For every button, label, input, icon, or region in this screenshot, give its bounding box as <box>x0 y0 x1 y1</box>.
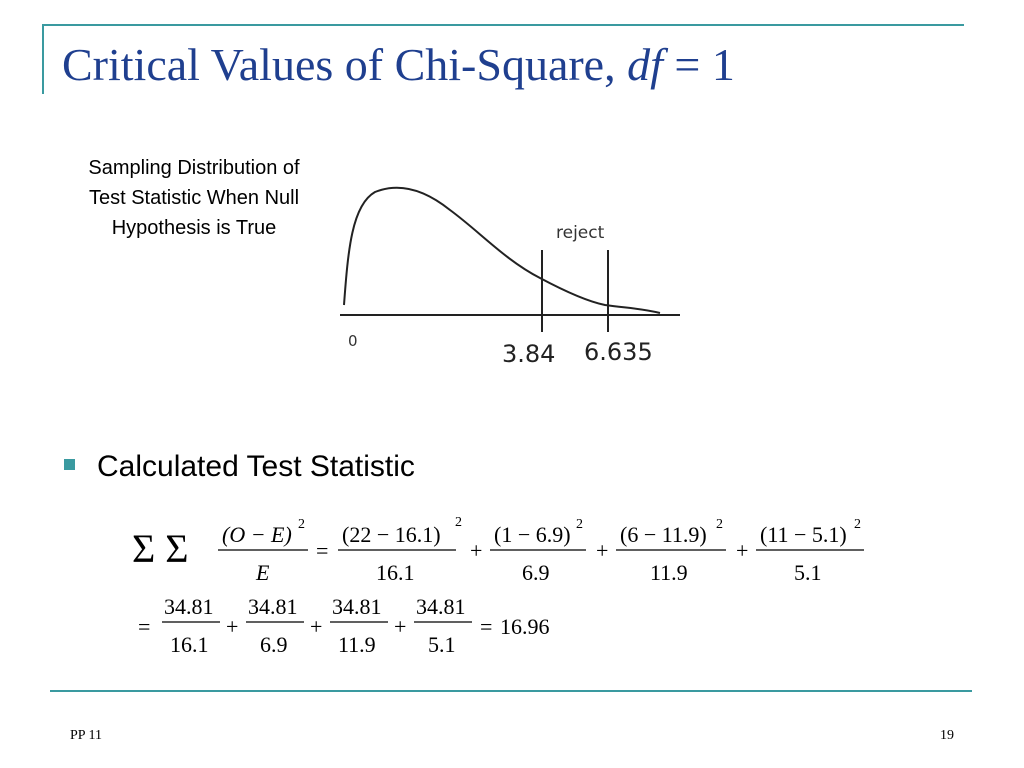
graph-caption: Sampling Distribution of Test Statistic … <box>50 153 338 243</box>
line2-term-2-denominator: 6.9 <box>260 632 288 657</box>
generic-numerator: (O − E) <box>222 522 292 547</box>
line2-plus-2: + <box>310 614 322 639</box>
line2-term-3-denominator: 11.9 <box>338 632 376 657</box>
plus-3: + <box>736 538 748 563</box>
result-value: 16.96 <box>500 614 550 639</box>
term-3-numerator: (6 − 11.9) <box>620 522 707 547</box>
plus-2: + <box>596 538 608 563</box>
term-1-power: 2 <box>455 515 462 530</box>
line2-term-1-numerator: 34.81 <box>164 594 214 619</box>
line2-term-3-numerator: 34.81 <box>332 594 382 619</box>
term-1-denominator: 16.1 <box>376 560 415 585</box>
term-3-denominator: 11.9 <box>650 560 688 585</box>
line2-term-2-numerator: 34.81 <box>248 594 298 619</box>
origin-label: 0 <box>348 332 358 350</box>
term-2-power: 2 <box>576 517 583 532</box>
bullet-text: Calculated Test Statistic <box>97 450 415 483</box>
sum-symbol: Σ Σ <box>132 526 189 571</box>
line2-plus-3: + <box>394 614 406 639</box>
test-statistic-formula: Σ Σ (O − E) 2 E = (22 − 16.1) 2 16.1 + (… <box>132 515 864 657</box>
term-1-numerator: (22 − 16.1) <box>342 522 441 547</box>
left-rule <box>42 24 44 94</box>
chi-square-distribution-graph: reject 0 3.84 6.635 <box>340 186 680 368</box>
generic-power: 2 <box>298 517 305 532</box>
equals-1: = <box>316 538 328 563</box>
bullet-item: Calculated Test Statistic <box>64 450 415 484</box>
plus-1: + <box>470 538 482 563</box>
caption-line-2: Test Statistic When Null <box>88 187 300 209</box>
term-4-numerator: (11 − 5.1) <box>760 522 847 547</box>
critical-value-3-84: 3.84 <box>502 340 555 368</box>
term-4-denominator: 5.1 <box>794 560 822 585</box>
term-2-numerator: (1 − 6.9) <box>494 522 571 547</box>
caption-line-1: Sampling Distribution of <box>88 157 300 179</box>
caption-line-3: Hypothesis is True <box>111 217 277 239</box>
term-2-denominator: 6.9 <box>522 560 550 585</box>
line2-term-4-numerator: 34.81 <box>416 594 466 619</box>
line2-term-1-denominator: 16.1 <box>170 632 209 657</box>
top-rule <box>42 24 964 26</box>
reject-label: reject <box>556 223 605 243</box>
term-4-power: 2 <box>854 517 861 532</box>
equals-2: = <box>138 614 150 639</box>
bullet-square-icon <box>64 458 75 470</box>
distribution-curve <box>343 186 661 314</box>
title-variable: df <box>627 39 663 90</box>
generic-denominator: E <box>255 560 270 585</box>
slide-title: Critical Values of Chi-Square, df = 1 <box>62 39 735 90</box>
equals-3: = <box>480 614 492 639</box>
bottom-rule <box>50 690 972 692</box>
critical-value-6-635: 6.635 <box>584 338 653 366</box>
line2-plus-1: + <box>226 614 238 639</box>
page-number: 19 <box>940 728 954 743</box>
term-3-power: 2 <box>716 517 723 532</box>
footer-label: PP 11 <box>70 728 103 743</box>
line2-term-4-denominator: 5.1 <box>428 632 456 657</box>
